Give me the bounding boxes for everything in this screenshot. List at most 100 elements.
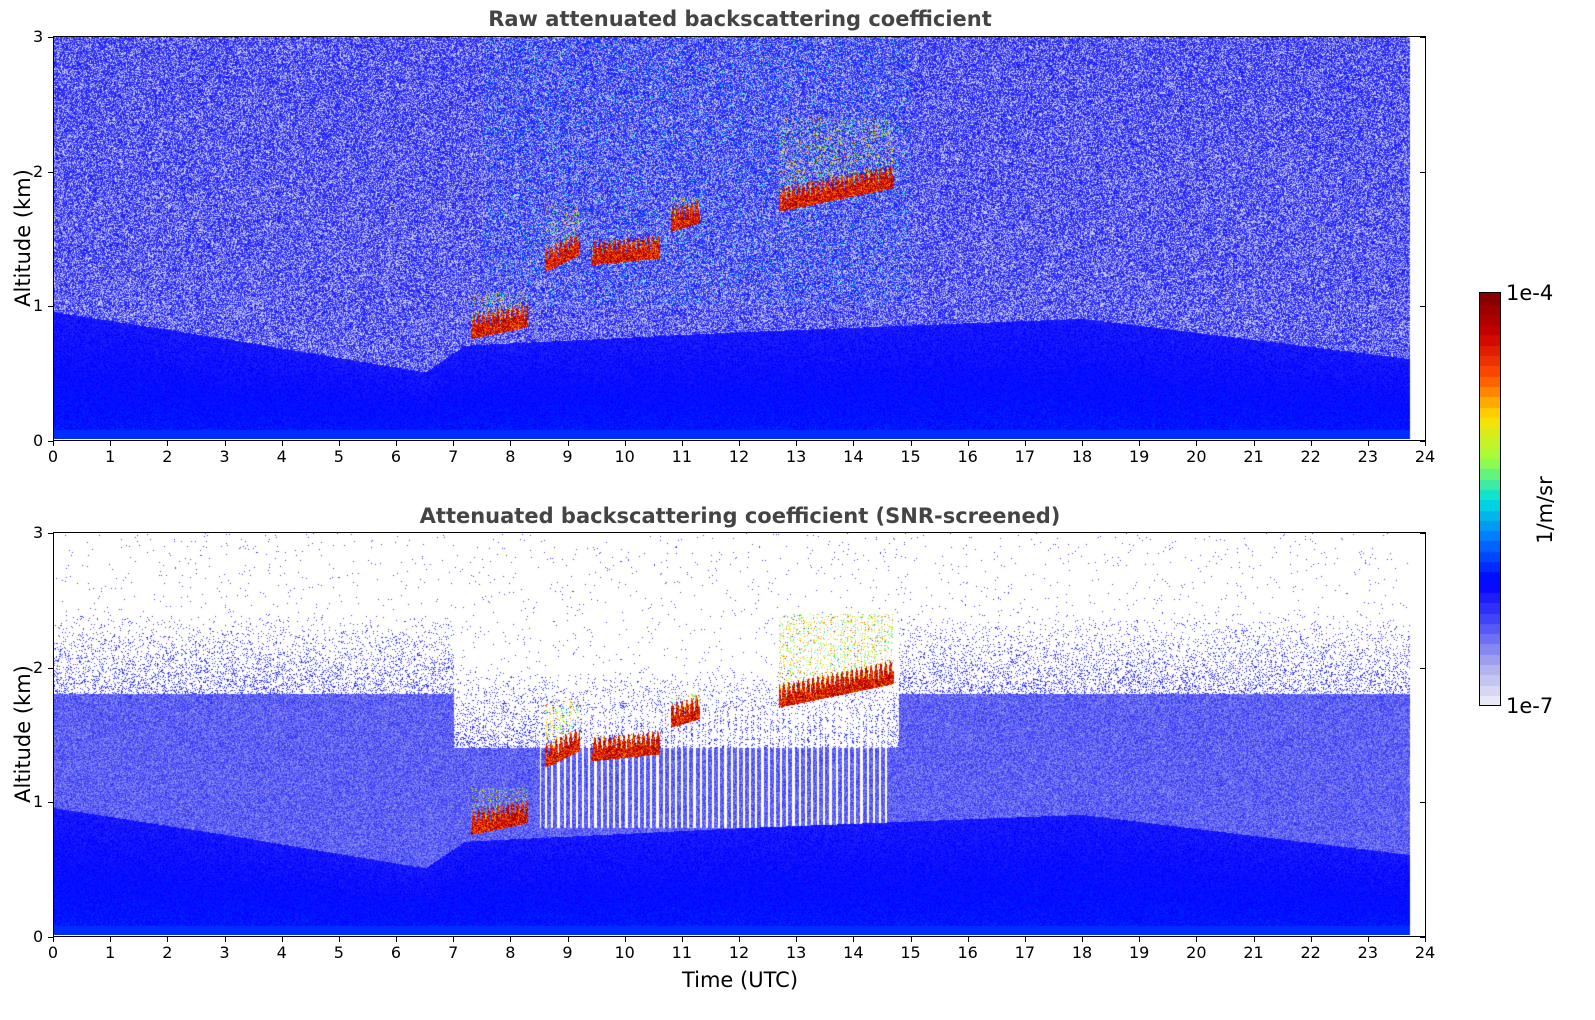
y-tick [1420,802,1425,804]
y-tick [48,802,53,804]
x-tick [1367,937,1369,942]
x-tick [338,441,340,446]
x-tick [624,937,626,942]
x-tick-label: 11 [671,447,693,466]
y-tick-label: 3 [33,27,44,46]
x-tick [1139,441,1141,446]
y-tick-label: 1 [33,792,44,812]
y-tick [1420,937,1425,938]
x-tick [110,441,112,446]
x-tick-label: 18 [1071,447,1093,466]
x-tick [739,441,740,446]
x-tick [224,937,226,942]
x-tick-label: 15 [900,943,921,962]
x-tick-label: 17 [1014,447,1036,466]
x-tick-label: 7 [448,447,459,466]
x-tick-label: 24 [1414,447,1436,466]
x-tick-label: 19 [1128,447,1150,466]
y-tick [1420,171,1425,173]
x-tick [1024,441,1026,446]
colorbar-min-label: 1e-7 [1506,694,1554,718]
x-tick [453,441,455,446]
x-tick [853,441,855,446]
x-tick-label: 17 [1014,943,1036,962]
x-tick [681,937,683,942]
y-tick [48,533,53,534]
x-tick [167,441,169,446]
x-tick [1024,937,1026,942]
x-tick [1082,937,1083,942]
colorbar [1479,292,1501,706]
x-tick [1310,937,1312,942]
x-tick-label: 22 [1300,447,1321,466]
x-tick [1196,937,1198,942]
x-tick-label: 20 [1186,447,1207,466]
y-tick [48,441,53,442]
y-tick [48,937,53,938]
x-tick-label: 15 [900,447,921,466]
x-tick-label: 14 [843,943,864,962]
x-tick-label: 14 [843,447,864,466]
colorbar-unit-label: 1/m/sr [1533,476,1557,544]
y-tick [1420,667,1425,669]
x-tick [796,937,798,942]
x-tick-label: 1 [105,447,116,466]
x-tick [1425,441,1426,446]
x-tick-label: 6 [390,943,402,962]
x-tick [167,937,169,942]
x-tick-label: 24 [1414,943,1436,962]
x-tick-label: 10 [614,447,635,466]
x-tick-label: 16 [957,447,978,466]
x-tick-label: 12 [728,943,750,962]
y-tick [1420,441,1425,442]
x-tick-label: 23 [1357,943,1379,962]
x-tick [396,441,397,446]
x-tick-label: 5 [333,943,344,962]
x-tick-label: 0 [47,943,59,962]
x-tick [510,937,512,942]
x-tick-label: 8 [505,447,516,466]
x-tick [624,441,626,446]
x-tick-label: 6 [390,447,402,466]
x-tick [1367,441,1369,446]
x-tick [1310,441,1312,446]
x-tick [567,937,569,942]
panel1-title: Raw attenuated backscattering coefficien… [488,7,992,31]
x-tick-label: 16 [957,943,978,962]
y-tick-label: 3 [33,523,44,542]
x-tick-label: 9 [562,447,573,466]
y-tick-label: 0 [33,431,44,450]
x-tick-label: 4 [276,447,287,466]
x-tick-label: 4 [276,943,287,962]
x-tick-label: 2 [162,447,173,466]
x-tick [224,441,226,446]
x-tick-label: 13 [785,447,807,466]
y-tick [1420,37,1425,38]
x-tick-label: 10 [614,943,635,962]
x-tick [338,937,340,942]
colorbar-gradient [1480,293,1500,705]
y-tick [1420,306,1425,308]
x-axis-label: Time (UTC) [681,968,799,992]
x-tick [681,441,683,446]
x-tick [53,441,54,446]
panel2-heatmap [54,533,1424,935]
x-tick [1253,441,1255,446]
x-tick-label: 11 [671,943,693,962]
x-tick-label: 1 [105,943,116,962]
x-tick [910,441,912,446]
y-tick [1420,533,1425,534]
x-tick [453,937,455,942]
x-tick-label: 21 [1243,943,1264,962]
x-tick [910,937,912,942]
x-tick-label: 18 [1071,943,1093,962]
panel2-title: Attenuated backscattering coefficient (S… [419,504,1061,528]
x-tick [1139,937,1141,942]
x-tick-label: 3 [219,943,230,962]
x-tick [967,441,969,446]
y-tick-label: 0 [33,927,44,946]
x-tick [1082,441,1083,446]
panel1-ylabel: Altitude (km) [11,169,35,307]
x-tick [967,937,969,942]
x-tick-label: 20 [1186,943,1207,962]
